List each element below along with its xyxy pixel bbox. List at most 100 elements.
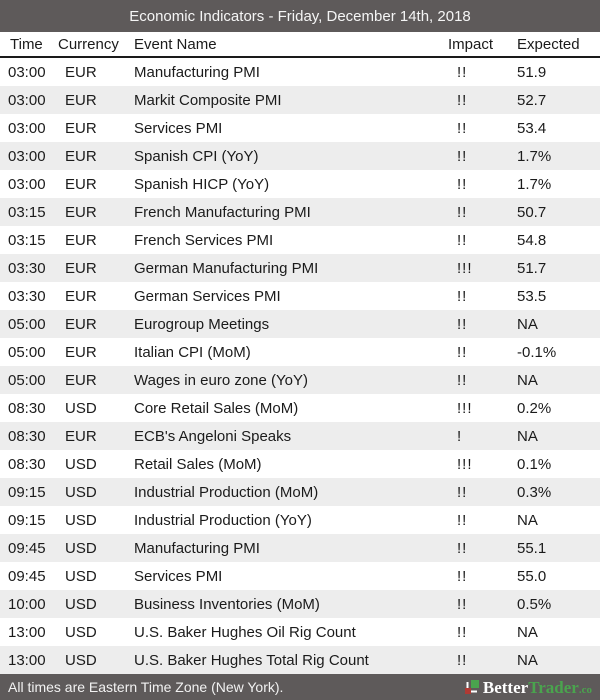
event-time: 08:30 — [8, 399, 46, 417]
event-currency: USD — [65, 567, 97, 585]
event-currency: USD — [65, 623, 97, 641]
event-expected: 55.0 — [517, 567, 547, 585]
event-expected: 51.7 — [517, 259, 547, 277]
event-currency: USD — [65, 399, 97, 417]
event-name: U.S. Baker Hughes Total Rig Count — [134, 651, 369, 669]
event-impact: !! — [457, 287, 468, 305]
event-name: Spanish CPI (YoY) — [134, 147, 259, 165]
event-time: 13:00 — [8, 651, 46, 669]
event-name: Core Retail Sales (MoM) — [134, 399, 299, 417]
event-currency: USD — [65, 595, 97, 613]
event-impact: !! — [457, 231, 468, 249]
event-expected: NA — [517, 315, 538, 333]
event-expected: NA — [517, 511, 538, 529]
brand-name-trader: Trader — [528, 677, 579, 697]
event-currency: EUR — [65, 315, 97, 333]
event-time: 03:30 — [8, 259, 46, 277]
event-name: German Services PMI — [134, 287, 281, 305]
table-row: 09:15 USD Industrial Production (MoM)!! 0.3… — [0, 478, 600, 506]
event-time: 09:45 — [8, 539, 46, 557]
event-time: 03:00 — [8, 63, 46, 81]
timezone-note: All times are Eastern Time Zone (New Yor… — [8, 679, 284, 695]
event-currency: EUR — [65, 371, 97, 389]
footer-bar: All times are Eastern Time Zone (New Yor… — [0, 674, 600, 700]
event-time: 05:00 — [8, 343, 46, 361]
table-row: 03:00 EUR Services PMI!! 53.4 — [0, 114, 600, 142]
table-row: 05:00 EUR Wages in euro zone (YoY)!! NA — [0, 366, 600, 394]
table-row: 03:00 EUR Spanish CPI (YoY)!! 1.7% — [0, 142, 600, 170]
event-expected: 51.9 — [517, 63, 547, 81]
column-header-impact: Impact — [448, 35, 494, 53]
table-row: 03:15 EUR French Manufacturing PMI!! 50.7 — [0, 198, 600, 226]
event-name: Markit Composite PMI — [134, 91, 282, 109]
event-name: French Services PMI — [134, 231, 274, 249]
event-expected: NA — [517, 371, 538, 389]
events-table-body: 03:00 EUR Manufacturing PMI!! 51.9 03:00 EUR M… — [0, 58, 600, 674]
event-expected: 0.5% — [517, 595, 552, 613]
event-impact: !! — [457, 147, 468, 165]
event-currency: EUR — [65, 231, 97, 249]
event-currency: EUR — [65, 427, 97, 445]
event-time: 10:00 — [8, 595, 46, 613]
event-time: 03:30 — [8, 287, 46, 305]
event-currency: EUR — [65, 91, 97, 109]
table-row: 09:45 USD Manufacturing PMI!! 55.1 — [0, 534, 600, 562]
event-impact: ! — [457, 427, 463, 445]
table-column-header: Time Currency Event Name Impact Expected — [0, 32, 600, 58]
event-name: ECB's Angeloni Speaks — [134, 427, 292, 445]
event-currency: EUR — [65, 147, 97, 165]
table-row: 03:00 EUR Markit Composite PMI!! 52.7 — [0, 86, 600, 114]
table-row: 13:00 USD U.S. Baker Hughes Total Rig Coun… — [0, 646, 600, 674]
event-currency: USD — [65, 511, 97, 529]
event-name: Eurogroup Meetings — [134, 315, 270, 333]
event-impact: !! — [457, 175, 468, 193]
event-impact: !! — [457, 119, 468, 137]
event-time: 09:45 — [8, 567, 46, 585]
event-impact: !! — [457, 651, 468, 669]
event-name: German Manufacturing PMI — [134, 259, 319, 277]
event-name: Industrial Production (MoM) — [134, 483, 319, 501]
event-currency: USD — [65, 483, 97, 501]
table-row: 10:00 USD Business Inventories (MoM)!! 0.5% — [0, 590, 600, 618]
column-header-time: Time — [10, 35, 43, 53]
event-name: Services PMI — [134, 567, 223, 585]
column-header-expected: Expected — [517, 35, 580, 53]
brand-name-better: Better — [482, 677, 529, 697]
event-impact: !!! — [457, 399, 473, 417]
event-time: 05:00 — [8, 315, 46, 333]
event-time: 05:00 — [8, 371, 46, 389]
event-currency: EUR — [65, 343, 97, 361]
event-expected: 52.7 — [517, 91, 547, 109]
event-impact: !! — [457, 483, 468, 501]
event-currency: EUR — [65, 63, 97, 81]
event-expected: 54.8 — [517, 231, 547, 249]
event-time: 03:00 — [8, 175, 46, 193]
table-row: 08:30 USD Core Retail Sales (MoM)!!! 0.2% — [0, 394, 600, 422]
event-impact: !! — [457, 91, 468, 109]
event-name: French Manufacturing PMI — [134, 203, 311, 221]
event-expected: 0.1% — [517, 455, 552, 473]
table-row: 13:00 USD U.S. Baker Hughes Oil Rig Count!… — [0, 618, 600, 646]
event-impact: !! — [457, 343, 468, 361]
event-name: Manufacturing PMI — [134, 539, 260, 557]
event-time: 09:15 — [8, 483, 46, 501]
event-name: Services PMI — [134, 119, 223, 137]
event-impact: !! — [457, 63, 468, 81]
event-impact: !!! — [457, 259, 473, 277]
event-expected: 0.3% — [517, 483, 552, 501]
event-impact: !! — [457, 203, 468, 221]
event-currency: USD — [65, 455, 97, 473]
bettertrader-logo-link[interactable]: Better Trader .co — [464, 677, 592, 697]
column-header-currency: Currency — [58, 35, 119, 53]
page-title: Economic Indicators - Friday, December 1… — [129, 7, 471, 25]
event-impact: !! — [457, 371, 468, 389]
event-currency: EUR — [65, 203, 97, 221]
event-currency: EUR — [65, 175, 97, 193]
event-name: Wages in euro zone (YoY) — [134, 371, 308, 389]
table-row: 05:00 EUR Eurogroup Meetings!! NA — [0, 310, 600, 338]
event-currency: EUR — [65, 287, 97, 305]
event-impact: !!! — [457, 455, 473, 473]
table-row: 03:30 EUR German Services PMI!! 53.5 — [0, 282, 600, 310]
event-expected: 53.5 — [517, 287, 547, 305]
